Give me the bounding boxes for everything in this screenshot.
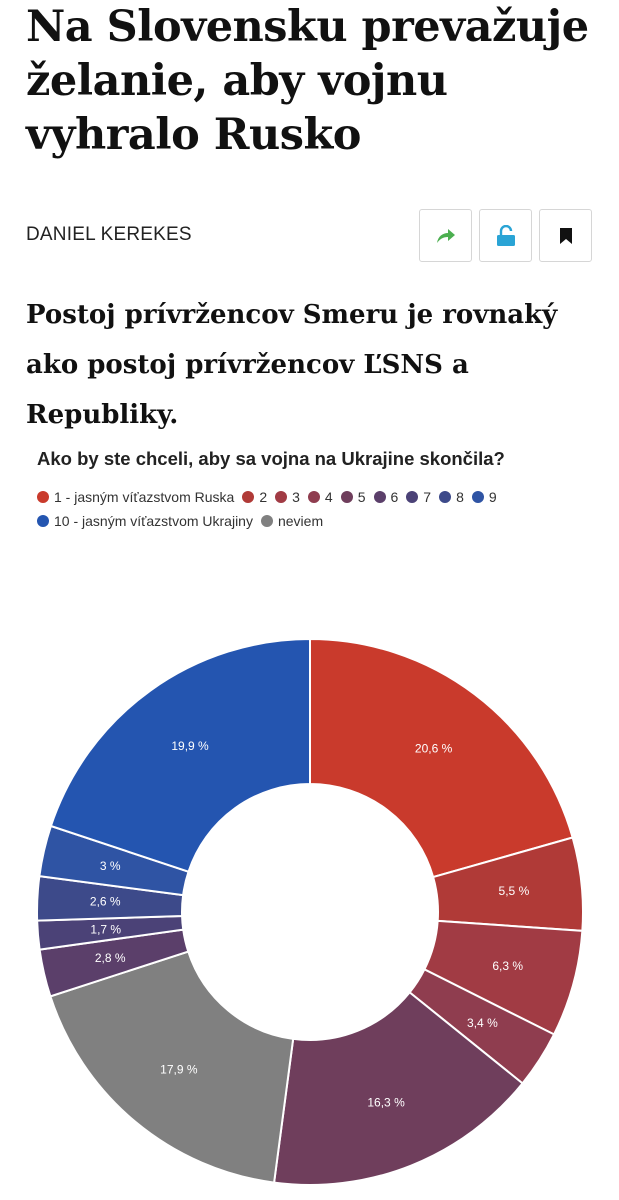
legend-label: 6 [390,489,399,505]
legend-label: 10 - jasným víťazstvom Ukrajiny [54,513,253,529]
slice-data-label: 2,8 % [95,951,126,965]
legend-label: 3 [292,489,300,505]
legend-item[interactable]: 2 [242,487,267,507]
legend-swatch [307,491,320,503]
legend-swatch [37,491,49,503]
slice-data-label: 17,9 % [160,1063,198,1077]
legend-item[interactable]: 3 [275,487,300,507]
slice-data-label: 3,4 % [467,1016,498,1030]
article-actions [419,209,592,262]
legend-swatch [242,491,255,503]
chart-legend: 1 - jasným víťazstvom Ruska 2 3 4 5 6 7 8 9 10 - … [37,487,577,531]
legend-swatch [406,491,419,503]
legend-item[interactable]: 1 - jasným víťazstvom Ruska [37,487,234,507]
legend-label: neviem [277,513,324,529]
legend-item[interactable]: 4 [307,487,333,507]
legend-swatch [373,491,386,503]
donut-slice[interactable] [49,950,295,1184]
article-subheadline: Postoj prívržencov Smeru je rovnaký ako … [26,300,558,430]
donut-slice[interactable] [49,637,311,873]
slice-data-label: 2,6 % [90,895,121,909]
legend-item[interactable]: neviem [260,511,324,531]
legend-item[interactable]: 5 [340,487,366,507]
bookmark-button[interactable] [539,209,592,262]
legend-label: 4 [324,489,333,505]
legend-item[interactable]: 9 [471,487,497,507]
slice-data-label: 1,7 % [90,922,121,936]
donut-slice[interactable] [309,637,574,879]
legend-label: 7 [423,489,432,505]
share-arrow-icon [436,228,455,243]
bookmark-icon [559,227,572,244]
slice-data-label: 5,5 % [499,884,530,898]
legend-swatch [439,491,452,503]
slice-data-label: 6,3 % [492,959,523,973]
slice-data-label: 19,9 % [171,739,209,753]
chart-title: Ako by ste chceli, aby sa vojna na Ukraj… [37,448,505,469]
legend-swatch [260,515,273,527]
legend-label: 2 [259,489,268,505]
legend-swatch [471,491,484,503]
slice-data-label: 20,6 % [415,741,453,755]
article-headline: Na Slovensku prevažuje želanie, aby vojn… [26,2,589,160]
legend-item[interactable]: 8 [439,487,464,507]
unlock-button[interactable] [479,209,532,262]
share-button[interactable] [419,209,472,262]
legend-label: 8 [456,489,464,505]
legend-swatch [340,491,353,503]
legend-item[interactable]: 7 [406,487,431,507]
legend-swatch [37,515,49,527]
legend-swatch [275,491,288,503]
slice-data-label: 3 % [100,859,121,873]
legend-label: 5 [357,489,366,505]
author-name[interactable]: DANIEL KEREKES [26,224,192,245]
unlock-icon [496,224,515,246]
legend-item[interactable]: 10 - jasným víťazstvom Ukrajiny [37,511,253,531]
legend-label: 1 - jasným víťazstvom Ruska [54,489,235,505]
legend-item[interactable]: 6 [373,487,399,507]
donut-chart: 20,6 % 5,5 % 6,3 % 3,4 % 16,3 % 17,9 % 2,8 % 1,… [36,637,584,1186]
legend-label: 9 [488,489,497,505]
slice-data-label: 16,3 % [367,1095,405,1109]
donut-slice[interactable] [272,990,524,1186]
